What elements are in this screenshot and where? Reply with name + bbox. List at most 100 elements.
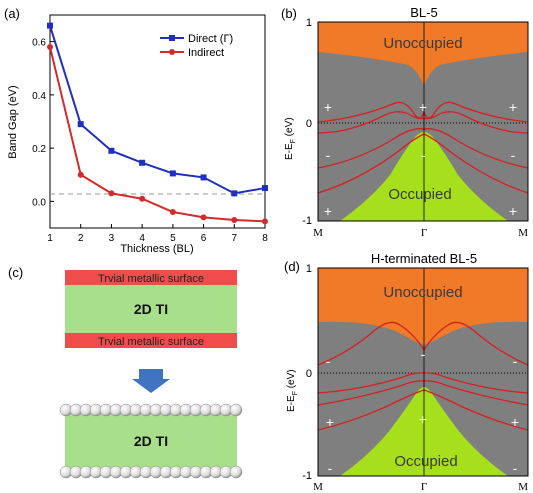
- panel-c-label: (c): [8, 265, 23, 280]
- ytick-d-zero: 0: [306, 368, 312, 380]
- y-axis-label-d: E-EF (eV): [286, 369, 299, 412]
- sign-b-8: +: [509, 203, 517, 219]
- sign-b-1: +: [324, 99, 332, 115]
- sign-d-1: -: [326, 353, 331, 369]
- direct-point: [77, 121, 84, 128]
- xtick-b-m-left: M: [313, 227, 323, 239]
- hydrogen-atom: [229, 465, 243, 479]
- indirect-point: [169, 209, 176, 216]
- band-gap-plot: 1 2 3 4 5 6 7 8 0.0 0.2 0.4 0.6 Direct (Γ) Indirect…: [7, 14, 268, 255]
- y-axis-label-b: E-EF (eV): [284, 117, 297, 160]
- x-tick-label: 8: [262, 233, 268, 244]
- direct-point: [47, 22, 53, 29]
- ytick-b-bottom: -1: [302, 215, 312, 227]
- y-tick-label: 0.0: [32, 197, 46, 208]
- sign-d-5: +: [419, 411, 427, 427]
- legend-indirect-marker: [169, 49, 175, 55]
- sign-d-4: +: [326, 414, 334, 430]
- panel-d-title: H-terminated BL-5: [371, 251, 477, 266]
- legend-direct-label: Direct (Γ): [188, 33, 233, 45]
- ti-core-bottom: [65, 410, 237, 472]
- y-axis-label: Band Gap (eV): [7, 85, 19, 158]
- unoccupied-region-d: [318, 268, 528, 345]
- sign-d-7: -: [328, 460, 333, 476]
- unoccupied-region-b: [318, 22, 528, 86]
- indirect-point: [47, 43, 53, 50]
- panel-b-title: BL-5: [410, 5, 437, 20]
- down-arrow-icon: [132, 369, 170, 393]
- x-tick-label: 2: [78, 233, 84, 244]
- indirect-point: [231, 217, 238, 224]
- xtick-d-m-right: M: [518, 481, 528, 493]
- hydrogen-row-bottom: [59, 465, 243, 479]
- y-tick-label: 0.6: [32, 38, 46, 49]
- ti-core-bottom-label: 2D TI: [134, 433, 168, 449]
- x-axis-label: Thickness (BL): [120, 243, 193, 255]
- ytick-d-top: 1: [306, 263, 312, 275]
- occupied-label-b: Occupied: [388, 186, 451, 203]
- series-line-indirect: [49, 46, 266, 223]
- legend-indirect-label: Indirect: [188, 47, 224, 59]
- xtick-b-m-right: M: [518, 227, 528, 239]
- hydrogen-row-top: [59, 403, 243, 417]
- bottom-surface-label: Trvial metallic surface: [98, 336, 204, 348]
- x-tick-label: 1: [47, 233, 53, 244]
- ytick-b-top: 1: [306, 17, 312, 29]
- unoccupied-label-b: Unoccupied: [383, 35, 462, 52]
- sign-b-5: -: [421, 147, 426, 163]
- ytick-d-bottom: -1: [302, 470, 312, 482]
- plot-b-frame: [317, 21, 529, 222]
- band-structure-d: Unoccupied Occupied - - - + + + - - 1 0 …: [286, 263, 529, 493]
- plot-a-frame: [49, 14, 266, 229]
- indirect-point: [77, 171, 84, 178]
- panel-d-label: (d): [284, 259, 300, 274]
- x-tick-label: 3: [109, 233, 115, 244]
- sign-b-6: -: [511, 147, 516, 163]
- x-tick-label: 5: [170, 233, 176, 244]
- legend-direct-marker: [169, 35, 175, 41]
- sign-d-2: -: [421, 346, 426, 362]
- ti-core-top-label: 2D TI: [134, 301, 168, 317]
- indirect-point: [108, 190, 115, 197]
- indirect-point: [262, 218, 268, 225]
- series-line-direct: [49, 25, 266, 195]
- ti-core-top: [65, 285, 237, 333]
- y-tick-label: 0.2: [32, 144, 46, 155]
- schematic: Trvial metallic surface 2D TI Trvial met…: [59, 270, 243, 479]
- xtick-d-m-left: M: [313, 481, 323, 493]
- top-surface-label: Trvial metallic surface: [98, 273, 204, 285]
- direct-point: [139, 159, 146, 166]
- direct-point: [262, 185, 268, 192]
- occupied-label-d: Occupied: [394, 453, 457, 470]
- xtick-d-gamma: Γ: [421, 481, 427, 493]
- sign-d-6: +: [511, 414, 519, 430]
- panel-b-label: (b): [281, 6, 297, 21]
- hydrogen-atom: [229, 403, 243, 417]
- sign-d-3: -: [513, 353, 518, 369]
- panel-a-label: (a): [4, 6, 20, 21]
- x-tick-label: 7: [232, 233, 238, 244]
- plot-d-frame: [317, 267, 529, 477]
- direct-point: [169, 170, 176, 177]
- direct-point: [108, 147, 115, 154]
- sign-b-7: +: [324, 203, 332, 219]
- legend: Direct (Γ) Indirect: [160, 33, 233, 59]
- top-surface-layer: [65, 270, 237, 285]
- x-tick-label: 4: [139, 233, 145, 244]
- sign-d-8: -: [513, 460, 518, 476]
- indirect-point: [139, 195, 146, 202]
- ytick-b-zero: 0: [306, 118, 312, 130]
- xtick-b-gamma: Γ: [421, 227, 427, 239]
- sign-b-2: +: [419, 99, 427, 115]
- indirect-point: [200, 214, 207, 221]
- y-tick-label: 0.4: [32, 91, 46, 102]
- x-tick-label: 6: [201, 233, 207, 244]
- direct-point: [200, 174, 207, 181]
- sign-b-4: -: [326, 147, 331, 163]
- unoccupied-label-d: Unoccupied: [383, 284, 462, 301]
- sign-b-3: +: [509, 99, 517, 115]
- bottom-surface-layer: [65, 333, 237, 348]
- band-structure-b: Unoccupied Occupied + + + - - - + + 1 0 …: [284, 17, 529, 239]
- direct-point: [231, 190, 238, 197]
